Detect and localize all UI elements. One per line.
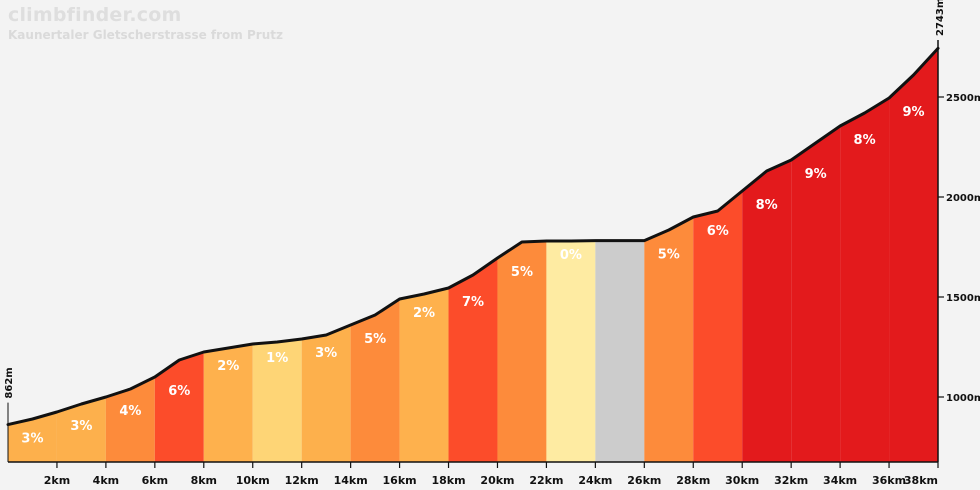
gradient-segment-9 bbox=[399, 288, 449, 462]
gradient-label-9: 2% bbox=[413, 306, 435, 321]
gradient-segments bbox=[8, 48, 938, 463]
gradient-segment-6 bbox=[252, 339, 302, 462]
brand-logo-text: climbfinder.com bbox=[8, 4, 182, 26]
gradient-label-15: 6% bbox=[707, 224, 729, 239]
gradient-label-11: 5% bbox=[511, 265, 533, 280]
gradient-segment-1 bbox=[8, 412, 57, 462]
x-tick-label-22km: 22km bbox=[529, 474, 563, 487]
start-elevation-label: 862m bbox=[4, 367, 15, 398]
gradient-label-4: 6% bbox=[168, 384, 190, 399]
x-tick-label-4km: 4km bbox=[93, 474, 119, 487]
gradient-segment-19 bbox=[889, 48, 938, 463]
y-tick-label-1000m: 1000m bbox=[946, 393, 980, 404]
x-tick-label-2km: 2km bbox=[44, 474, 70, 487]
end-elevation-label: 2743m bbox=[935, 0, 946, 36]
x-tick-label-28km: 28km bbox=[676, 474, 710, 487]
gradient-label-1: 3% bbox=[21, 432, 43, 447]
gradient-segment-7 bbox=[301, 325, 351, 462]
x-tick-label-18km: 18km bbox=[431, 474, 465, 487]
x-tick-label-8km: 8km bbox=[191, 474, 217, 487]
gradient-segment-16 bbox=[742, 160, 792, 462]
x-tick-label-10km: 10km bbox=[236, 474, 270, 487]
gradient-segment-18 bbox=[840, 98, 890, 462]
gradient-segment-5 bbox=[203, 344, 253, 462]
axes: 2km 4km 6km 8km 10km 12km 14km 16km 18km 20km 22km… bbox=[4, 0, 980, 487]
x-tick-label-38km: 38km bbox=[904, 474, 938, 487]
gradient-label-18: 8% bbox=[854, 133, 876, 148]
x-tick-label-30km: 30km bbox=[725, 474, 759, 487]
chart-subtitle: Kaunertaler Gletscherstrasse from Prutz bbox=[8, 28, 283, 42]
gradient-segment-3 bbox=[105, 377, 155, 462]
gradient-label-16: 8% bbox=[756, 198, 778, 213]
gradient-label-8: 5% bbox=[364, 332, 386, 347]
x-tick-label-12km: 12km bbox=[285, 474, 319, 487]
gradient-label-19: 9% bbox=[902, 105, 924, 120]
x-tick-label-20km: 20km bbox=[480, 474, 514, 487]
gradient-label-3: 4% bbox=[119, 404, 141, 419]
gradient-labels: 3% 3% 4% 6% 2% 1% 3% 5% 2% 7% 5% 0% 5% 6% 8% 9% 8% 9% bbox=[21, 105, 924, 447]
y-tick-label-2500m: 2500m bbox=[946, 93, 980, 104]
gradient-label-14: 5% bbox=[658, 248, 680, 263]
gradient-segment-12 bbox=[546, 240, 596, 462]
y-tick-label-2000m: 2000m bbox=[946, 193, 980, 204]
gradient-segment-8 bbox=[350, 299, 400, 462]
gradient-segment-10 bbox=[448, 258, 498, 462]
gradient-segment-17 bbox=[791, 126, 841, 462]
gradient-label-10: 7% bbox=[462, 295, 484, 310]
x-tick-label-26km: 26km bbox=[627, 474, 661, 487]
gradient-segment-13 bbox=[595, 240, 645, 462]
gradient-segment-4 bbox=[154, 352, 204, 462]
y-tick-label-1500m: 1500m bbox=[946, 293, 980, 304]
x-tick-label-24km: 24km bbox=[578, 474, 612, 487]
gradient-segment-14 bbox=[644, 217, 694, 462]
x-tick-label-32km: 32km bbox=[774, 474, 808, 487]
profile-line bbox=[6, 46, 940, 427]
gradient-label-5: 2% bbox=[217, 359, 239, 374]
x-tick-label-6km: 6km bbox=[142, 474, 168, 487]
x-tick-label-16km: 16km bbox=[383, 474, 417, 487]
gradient-segment-2 bbox=[56, 397, 106, 462]
gradient-label-7: 3% bbox=[315, 346, 337, 361]
gradient-segment-11 bbox=[497, 241, 547, 462]
x-tick-label-34km: 34km bbox=[823, 474, 857, 487]
gradient-label-6: 1% bbox=[266, 351, 288, 366]
gradient-label-2: 3% bbox=[70, 419, 92, 434]
x-tick-label-36km: 36km bbox=[872, 474, 906, 487]
gradient-label-12: 0% bbox=[560, 248, 582, 263]
gradient-label-17: 9% bbox=[805, 167, 827, 182]
x-tick-label-14km: 14km bbox=[334, 474, 368, 487]
gradient-segment-15 bbox=[693, 191, 743, 462]
